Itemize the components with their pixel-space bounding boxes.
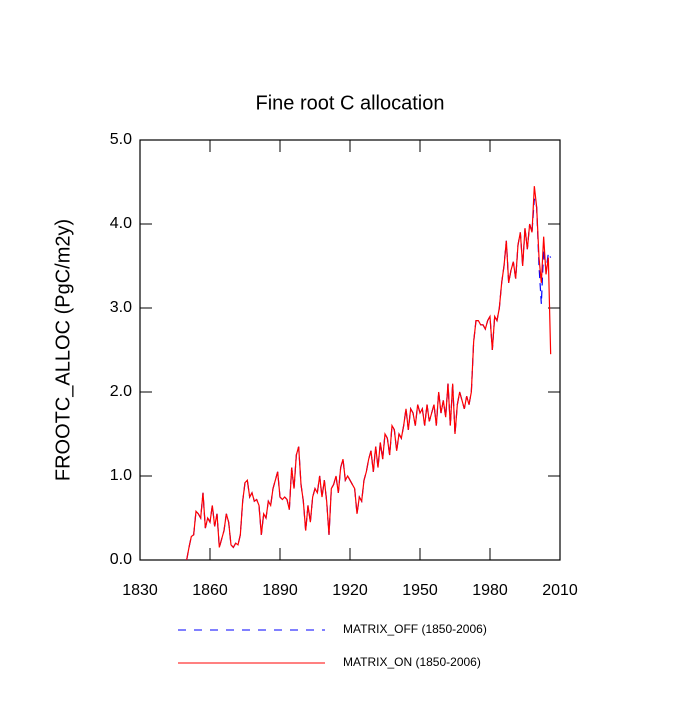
x-tick-label: 1860 (192, 582, 228, 599)
x-tick-label: 1980 (472, 582, 508, 599)
x-tick-label: 1830 (122, 582, 158, 599)
y-tick-label: 4.0 (110, 215, 132, 232)
y-tick-label: 2.0 (110, 383, 132, 400)
y-tick-label: 3.0 (110, 299, 132, 316)
y-axis-label: FROOTC_ALLOC (PgC/m2y) (52, 219, 74, 481)
series-line (186, 198, 552, 561)
series-line (186, 186, 552, 561)
y-tick-label: 0.0 (110, 551, 132, 568)
chart-title: Fine root C allocation (256, 92, 445, 114)
x-tick-label: 2010 (542, 582, 578, 599)
y-tick-label: 1.0 (110, 467, 132, 484)
legend-label: MATRIX_ON (1850-2006) (343, 655, 481, 669)
legend-label: MATRIX_OFF (1850-2006) (343, 622, 487, 636)
x-tick-label: 1920 (332, 582, 368, 599)
x-tick-label: 1950 (402, 582, 438, 599)
y-tick-label: 5.0 (110, 131, 132, 148)
x-tick-label: 1890 (262, 582, 298, 599)
